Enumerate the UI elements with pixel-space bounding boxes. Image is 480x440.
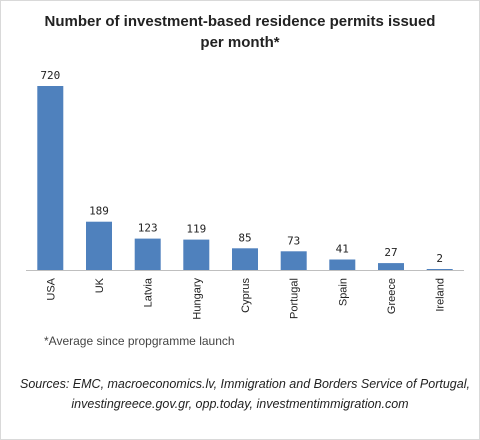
category-label-cyprus: Cyprus <box>240 278 252 313</box>
bar-portugal <box>280 251 307 270</box>
chart-footnote: *Average since propgramme launch <box>44 334 235 348</box>
bar-usa <box>37 86 64 270</box>
sources-line-2: investingreece.gov.gr, opp.today, invest… <box>71 397 409 411</box>
value-label-cyprus: 85 <box>238 231 251 244</box>
value-label-uk: 189 <box>89 205 109 218</box>
category-label-latvia: Latvia <box>143 277 155 307</box>
value-label-latvia: 123 <box>138 222 158 235</box>
value-label-usa: 720 <box>40 69 60 82</box>
category-label-portugal: Portugal <box>289 278 301 319</box>
value-label-greece: 27 <box>384 246 397 259</box>
bar-cyprus <box>232 248 258 270</box>
category-label-uk: UK <box>94 277 106 293</box>
bar-hungary <box>183 239 210 270</box>
bar-ireland <box>426 269 453 270</box>
bar-latvia <box>134 238 161 270</box>
sources-line-1: Sources: EMC, macroeconomics.lv, Immigra… <box>20 377 470 391</box>
value-label-ireland: 2 <box>436 252 443 265</box>
bar-spain <box>329 259 356 270</box>
category-label-greece: Greece <box>386 278 398 314</box>
category-label-spain: Spain <box>337 278 349 306</box>
value-label-portugal: 73 <box>287 234 300 247</box>
chart-title-line-1: Number of investment-based residence per… <box>44 13 436 30</box>
bar-uk <box>86 221 112 270</box>
bar-greece <box>378 263 404 270</box>
value-label-spain: 41 <box>336 243 349 256</box>
category-label-usa: USA <box>45 277 57 300</box>
value-label-hungary: 119 <box>186 223 206 236</box>
chart-title-line-2: per month* <box>200 34 280 51</box>
category-label-hungary: Hungary <box>191 278 203 320</box>
category-label-ireland: Ireland <box>435 278 447 312</box>
